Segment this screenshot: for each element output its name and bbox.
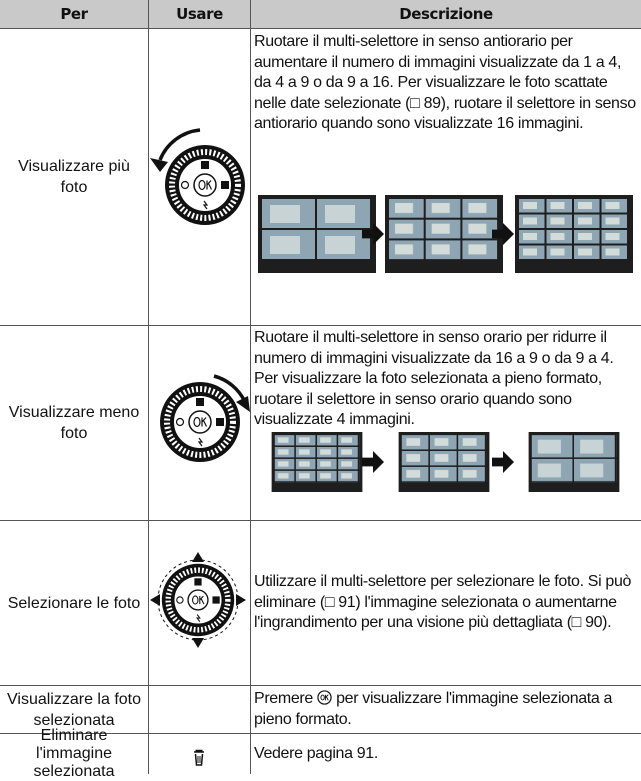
column-divider [148,0,149,774]
header-cell: Usare [149,0,250,28]
per-cell: Visualizzare la foto selezionata [7,690,141,729]
column-divider [250,0,251,774]
header-cell: Descrizione [251,0,641,28]
row-divider [0,685,641,686]
text: per visualizzare l'immagine selezionata … [254,690,613,728]
description: Utilizzare il multi-selettore per selezi… [254,573,632,632]
description: Ruotare il multi-selettore in senso anti… [254,33,636,133]
row-divider [0,28,641,29]
header-cell: Per [0,0,148,28]
text: Premere [254,690,313,707]
description: Vedere pagina 91. [254,744,378,762]
row-divider [0,520,641,521]
per-cell: Selezionare le foto [7,594,141,612]
row-divider [0,733,641,734]
row-divider [0,325,641,326]
ok-icon [317,690,332,705]
per-cell: Visualizzare meno foto [8,404,140,442]
per-cell: Eliminare l'immagine selezionata [33,727,115,780]
description: Ruotare il multi-selettore in senso orar… [254,329,614,429]
per-cell: Visualizzare più foto [18,158,130,196]
description: Premere per visualizzare l'immagine sele… [254,689,639,730]
